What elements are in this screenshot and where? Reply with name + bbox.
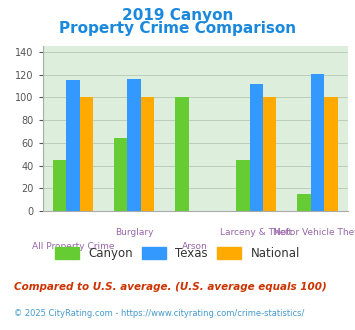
Text: Burglary: Burglary bbox=[115, 228, 153, 237]
Bar bbox=[175, 97, 189, 211]
Bar bbox=[141, 97, 154, 211]
Text: All Property Crime: All Property Crime bbox=[32, 242, 114, 251]
Bar bbox=[311, 74, 324, 211]
Text: Larceny & Theft: Larceny & Theft bbox=[220, 228, 293, 237]
Bar bbox=[66, 80, 80, 211]
Text: Property Crime Comparison: Property Crime Comparison bbox=[59, 21, 296, 36]
Bar bbox=[114, 138, 127, 211]
Bar bbox=[263, 97, 277, 211]
Legend: Canyon, Texas, National: Canyon, Texas, National bbox=[50, 242, 305, 264]
Bar bbox=[324, 97, 338, 211]
Bar bbox=[250, 84, 263, 211]
Bar bbox=[297, 194, 311, 211]
Text: 2019 Canyon: 2019 Canyon bbox=[122, 8, 233, 23]
Text: Compared to U.S. average. (U.S. average equals 100): Compared to U.S. average. (U.S. average … bbox=[14, 282, 327, 292]
Bar bbox=[80, 97, 93, 211]
Text: Motor Vehicle Theft: Motor Vehicle Theft bbox=[273, 228, 355, 237]
Bar bbox=[236, 160, 250, 211]
Text: © 2025 CityRating.com - https://www.cityrating.com/crime-statistics/: © 2025 CityRating.com - https://www.city… bbox=[14, 309, 305, 317]
Bar bbox=[127, 79, 141, 211]
Text: Arson: Arson bbox=[182, 242, 208, 251]
Bar bbox=[53, 160, 66, 211]
